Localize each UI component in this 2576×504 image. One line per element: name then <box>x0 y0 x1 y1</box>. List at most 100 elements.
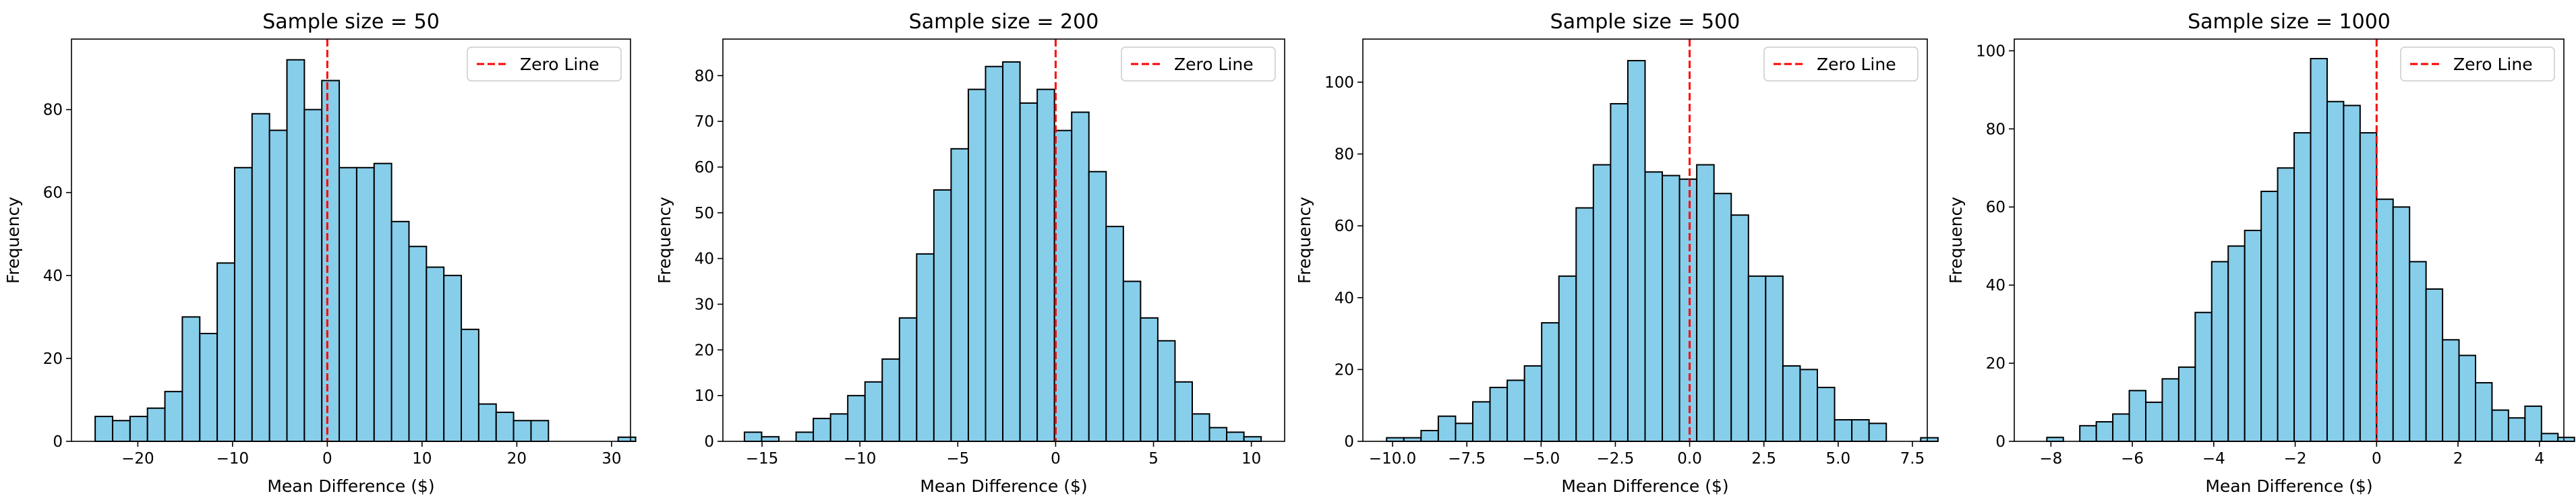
y-tick-label: 20 <box>43 350 63 368</box>
x-tick-label: 2.5 <box>1751 450 1776 468</box>
axes-frame <box>1362 38 1928 442</box>
histogram-bar <box>2376 198 2394 442</box>
y-tick-label: 0 <box>704 433 714 451</box>
x-tick-label: −2.5 <box>1597 450 1635 468</box>
histogram-bar <box>1575 207 1594 442</box>
legend: Zero Line <box>1121 46 1276 82</box>
x-tick-label: 5 <box>1148 450 1159 468</box>
x-tick-label: −8 <box>2039 450 2062 468</box>
y-axis-label: Frequency <box>1946 197 1966 284</box>
y-tick-label: 60 <box>1335 218 1354 235</box>
legend-box <box>1763 46 1919 82</box>
chart-panel-3: Sample size = 500 −10.0 −7.5 −5.0 −2.5 0.0 2.5… <box>1295 10 1939 496</box>
histogram-bar <box>461 328 479 442</box>
histogram-bar <box>251 113 270 442</box>
histogram-bar <box>2227 245 2246 442</box>
histogram-bar <box>199 332 218 442</box>
histogram-bar <box>967 88 987 442</box>
legend-label: Zero Line <box>2453 55 2533 74</box>
axes-frame <box>2014 38 2565 442</box>
histogram-bar <box>181 316 201 443</box>
histogram-bar <box>268 129 288 442</box>
histogram-bar <box>1208 427 1228 442</box>
histogram-bar <box>2392 206 2411 442</box>
chart-panel-4: Sample size = 1000−8 −6 −4 −2 0 2 402040608010… <box>1946 10 2575 496</box>
histogram-bar <box>355 166 375 442</box>
histogram-bar <box>898 317 918 443</box>
y-tick-label: 70 <box>695 113 714 131</box>
y-tick-label: 80 <box>1335 146 1354 164</box>
histogram-bar <box>2260 191 2279 442</box>
histogram-bar <box>2161 378 2179 443</box>
histogram-bar <box>2359 132 2378 443</box>
histogram-bar <box>1523 365 1543 442</box>
y-tick-label: 60 <box>1986 199 2006 216</box>
histogram-bar <box>530 420 550 443</box>
histogram-bar <box>408 245 428 442</box>
histogram-bar <box>1730 214 1749 442</box>
y-tick-label: 100 <box>1976 42 2006 60</box>
chart-title: Sample size = 1000 <box>2188 10 2391 34</box>
x-tick-label: −10.0 <box>1369 450 1416 468</box>
histogram-bar <box>2491 409 2509 442</box>
chart-title: Sample size = 500 <box>1550 10 1740 34</box>
histogram-bar <box>2507 417 2526 443</box>
legend: Zero Line <box>2400 46 2555 82</box>
y-tick-label: 80 <box>43 102 63 119</box>
x-tick-label: −20 <box>121 450 154 468</box>
histogram-bar <box>1558 275 1577 442</box>
x-tick-label: −15 <box>746 450 779 468</box>
histogram-bar <box>1489 387 1509 442</box>
histogram-bar <box>2310 57 2328 442</box>
histogram-bar <box>2095 421 2114 442</box>
legend: Zero Line <box>1763 46 1919 82</box>
histogram-bar <box>1817 387 1836 442</box>
histogram-bar <box>2442 339 2460 442</box>
histogram-bar <box>2144 402 2163 442</box>
histogram-bar <box>1420 430 1439 442</box>
histogram-bar <box>1157 340 1176 442</box>
histogram-bar <box>1437 415 1457 442</box>
y-tick-label: 60 <box>43 185 63 202</box>
x-tick-label: −5.0 <box>1522 450 1560 468</box>
histogram-bar <box>495 411 515 443</box>
histogram-bar <box>1799 369 1819 443</box>
histogram-bar <box>1192 413 1210 443</box>
histogram-bar <box>2128 389 2146 443</box>
histogram-bar <box>513 420 532 443</box>
legend-label: Zero Line <box>1817 55 1896 74</box>
histogram-bar <box>847 395 866 443</box>
histogram-bar <box>1610 102 1629 442</box>
histogram-bar <box>2474 382 2493 442</box>
histogram-bar <box>233 166 253 442</box>
histogram-bar <box>2244 230 2262 442</box>
legend-box <box>2400 46 2555 82</box>
y-tick-label: 80 <box>695 67 714 85</box>
histogram-bar <box>1541 322 1560 442</box>
y-tick-label: 20 <box>1986 355 2006 373</box>
x-tick-label: 0 <box>322 450 332 468</box>
histogram-bar <box>881 358 900 442</box>
histogram-bar <box>339 166 357 442</box>
histogram-bar <box>2177 366 2196 442</box>
x-tick-label: −5 <box>946 450 969 468</box>
histogram-bar <box>2293 132 2312 443</box>
histogram-bar <box>111 420 131 443</box>
histogram-bar <box>1868 422 1887 442</box>
histogram-bar <box>617 436 637 442</box>
y-tick-label: 80 <box>1986 121 2006 138</box>
histogram-bar <box>1592 164 1612 442</box>
histogram-bar <box>950 148 969 442</box>
histogram-bar <box>795 431 815 443</box>
histogram-bar <box>477 403 497 443</box>
histogram-bar <box>303 108 323 442</box>
histogram-bar <box>813 418 831 442</box>
histogram-bar <box>933 189 952 442</box>
histogram-bar <box>2425 288 2444 442</box>
x-axis-label: Mean Difference ($) <box>1561 476 1728 496</box>
x-tick-label: 0.0 <box>1677 450 1702 468</box>
axes-frame <box>722 38 1285 442</box>
y-tick-label: 0 <box>1344 433 1354 451</box>
x-tick-label: 5.0 <box>1826 450 1851 468</box>
